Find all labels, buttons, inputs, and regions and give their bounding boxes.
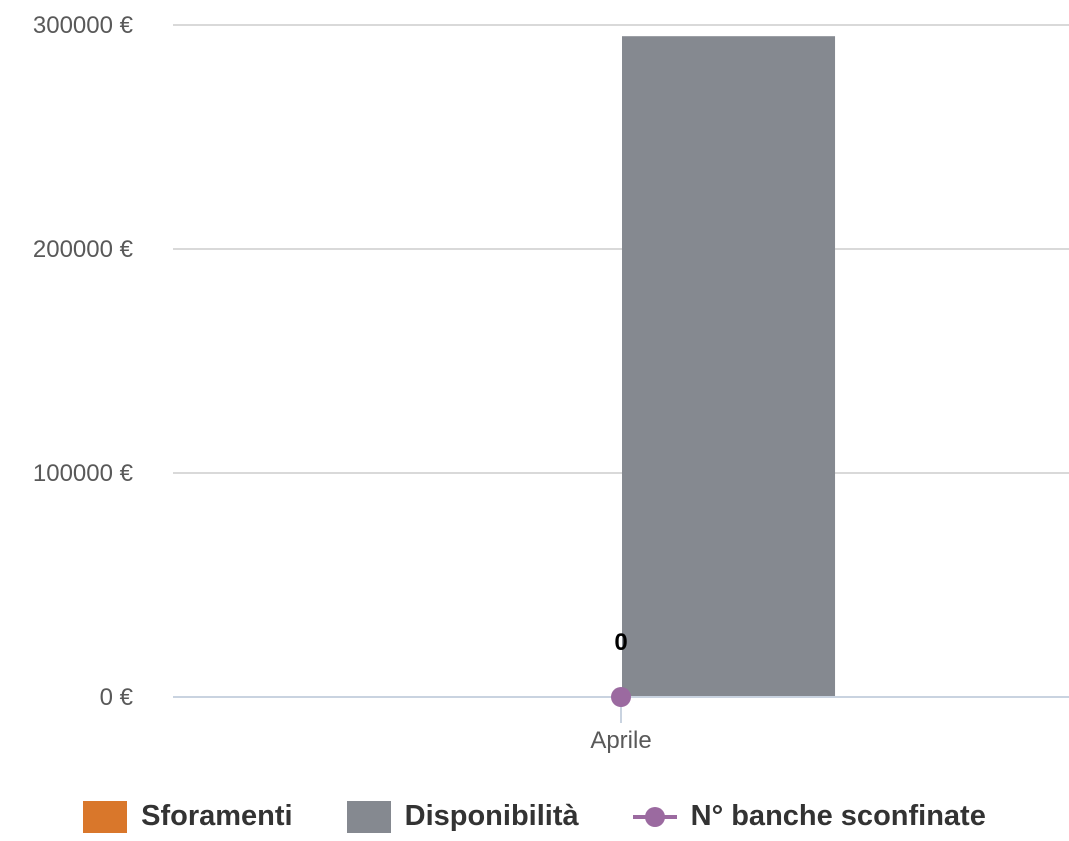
line-series: 0 bbox=[611, 629, 631, 707]
y-tick-label: 0 € bbox=[100, 684, 134, 711]
legend-label-disponibilita: Disponibilità bbox=[404, 800, 579, 832]
legend-swatch-sforamenti bbox=[83, 800, 128, 833]
grid-lines bbox=[173, 24, 1069, 474]
bars bbox=[622, 36, 836, 697]
legend-item-sforamenti[interactable]: Sforamenti bbox=[83, 800, 293, 833]
y-tick-label: 200000 € bbox=[33, 236, 134, 263]
y-tick-label: 300000 € bbox=[33, 12, 134, 39]
line-point bbox=[611, 687, 631, 707]
data-label: 0 bbox=[614, 629, 627, 656]
legend-item-disponibilita[interactable]: Disponibilità bbox=[346, 800, 579, 833]
x-axis-tick-labels: Aprile bbox=[590, 727, 651, 754]
x-tick-label: Aprile bbox=[590, 727, 651, 754]
legend-line-marker-icon bbox=[632, 806, 677, 827]
chart-canvas: 0 € 100000 € 200000 € 300000 € Aprile 0 bbox=[33, 12, 1069, 754]
legend-item-banche-sconfinate[interactable]: N° banche sconfinate bbox=[632, 800, 986, 833]
y-tick-label: 100000 € bbox=[33, 460, 134, 487]
y-axis-tick-labels: 0 € 100000 € 200000 € 300000 € bbox=[33, 12, 134, 711]
legend-label-sforamenti: Sforamenti bbox=[141, 800, 293, 832]
legend-swatch-disponibilita bbox=[346, 800, 391, 833]
legend-label-banche-sconfinate: N° banche sconfinate bbox=[690, 800, 986, 832]
bar-disponibilit- bbox=[622, 36, 836, 697]
legend: Sforamenti Disponibilità N° banche sconf… bbox=[0, 800, 1069, 833]
